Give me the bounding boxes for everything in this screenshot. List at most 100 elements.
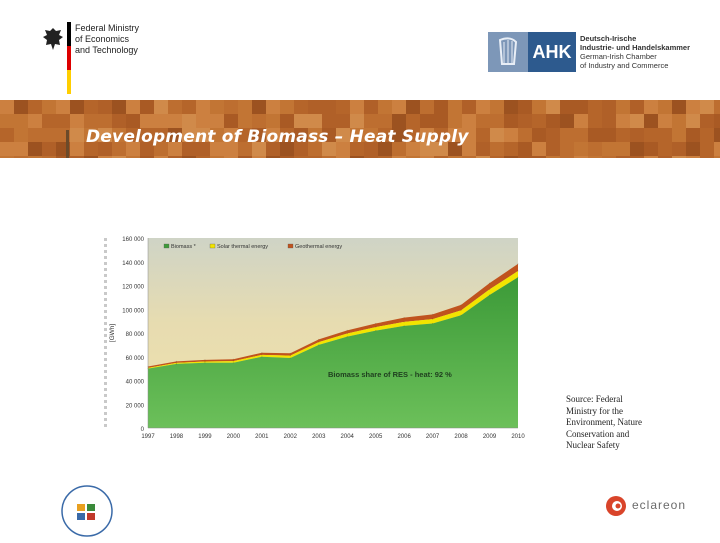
decor-dot: [104, 268, 107, 271]
decor-dot: [104, 322, 107, 325]
series-point: [261, 356, 263, 358]
source-line: Conservation and: [566, 428, 630, 439]
decor-dot: [104, 310, 107, 313]
biomass-heat-chart: 0 20 000 40 000 60 000 80 000 100 000 120 000 1…: [100, 228, 530, 443]
title-accent-bar: [66, 130, 69, 158]
title-banner: [0, 100, 720, 158]
ahk-logo-line: German-Irish Chamber: [580, 52, 657, 61]
chart-svg: 0 20 000 40 000 60 000 80 000 100 000 120 000 1…: [104, 237, 525, 440]
decor-dot: [104, 334, 107, 337]
x-tick-label: 1998: [170, 434, 184, 440]
series-point: [432, 322, 434, 325]
ahk-mark: AHK: [528, 32, 576, 72]
x-tick-label: 2001: [255, 434, 269, 440]
series-point: [432, 313, 434, 315]
decor-dot: [104, 244, 107, 247]
y-tick-label: 40 000: [126, 380, 145, 386]
series-point: [460, 304, 462, 306]
legend-label: Geothermal energy: [295, 244, 342, 250]
x-tick-label: 2006: [397, 434, 411, 440]
series-point: [261, 352, 263, 354]
series-point: [289, 357, 291, 359]
x-tick-label: 2007: [426, 434, 440, 440]
series-point: [175, 360, 178, 362]
decor-dot: [104, 256, 107, 259]
series-point: [346, 335, 348, 338]
ahk-logo-line: Deutsch-Irische: [580, 34, 637, 43]
ahk-logo: AHK Deutsch-Irische Industrie- und Hande…: [488, 32, 698, 74]
y-tick-label: 160 000: [122, 237, 144, 243]
decor-dot: [104, 370, 107, 373]
series-point: [432, 318, 434, 320]
series-point: [318, 344, 320, 346]
series-point: [232, 362, 234, 364]
ahk-logo-line: Industrie- und Handelskammer: [580, 43, 691, 52]
ministry-logo-line: and Technology: [75, 45, 138, 55]
x-tick-label: 2004: [341, 434, 355, 440]
ahk-logo-line: of Industry and Commerce: [580, 61, 669, 70]
decor-dot: [104, 418, 107, 421]
series-point: [517, 276, 519, 278]
decor-dot: [104, 412, 107, 415]
source-line: Ministry for the: [566, 405, 623, 416]
decor-dot: [104, 280, 107, 283]
x-tick-label: 2008: [454, 434, 468, 440]
decor-dot: [104, 382, 107, 385]
source-line: Source: Federal: [566, 394, 623, 404]
decor-dot: [104, 346, 107, 349]
series-point: [403, 321, 405, 323]
decor-dot: [104, 316, 107, 319]
series-point: [204, 360, 206, 363]
decor-dot: [104, 292, 107, 295]
series-point: [318, 341, 320, 343]
x-tick-label: 1999: [198, 434, 212, 440]
area-biomass: [148, 277, 518, 428]
decor-dot: [104, 250, 107, 253]
series-point: [346, 329, 348, 331]
ministry-logo: Federal Ministry of Economics and Techno…: [38, 20, 148, 94]
decor-dot: [104, 376, 107, 379]
legend-swatch: [287, 243, 294, 249]
decor-dot: [104, 424, 107, 427]
decor-dot: [104, 274, 107, 277]
source-line: Nuclear Safety: [566, 440, 620, 450]
decor-dot: [104, 340, 107, 343]
decor-dot: [104, 400, 107, 403]
series-point: [517, 270, 519, 272]
chart-annotation: Biomass share of RES - heat: 92 %: [328, 370, 452, 379]
legend-label: Biomass *: [171, 244, 197, 250]
series-point: [175, 362, 178, 364]
series-point: [375, 322, 377, 325]
series-point: [175, 363, 178, 365]
decor-dot: [104, 304, 107, 307]
renewables-made-in-germany-logo: [60, 484, 114, 538]
source-note: Source: Federal Ministry for the Environ…: [566, 394, 686, 452]
series-point: [375, 330, 377, 332]
y-tick-label: 100 000: [122, 308, 144, 314]
x-tick-label: 2010: [511, 434, 525, 440]
ministry-logo-line: of Economics: [75, 34, 130, 44]
series-point: [204, 362, 206, 364]
eclareon-swirl-icon: [606, 496, 626, 516]
decor-dot: [104, 352, 107, 355]
x-tick-label: 2000: [227, 434, 241, 440]
legend-swatch: [163, 243, 170, 249]
x-tick-label: 2003: [312, 434, 326, 440]
series-point: [517, 263, 519, 265]
eclareon-wordmark: eclareon: [632, 498, 687, 512]
page-title: Development of Biomass – Heat Supply: [86, 127, 469, 147]
x-tick-label: 2009: [483, 434, 497, 440]
series-point: [488, 294, 491, 296]
series-point: [232, 358, 234, 360]
y-tick-label: 140 000: [122, 261, 144, 267]
series-point: [346, 332, 348, 335]
decor-dot: [104, 358, 107, 361]
harp-icon: [488, 32, 528, 72]
decor-dot: [104, 238, 107, 241]
decor-dot: [104, 262, 107, 265]
decor-dot: [104, 328, 107, 331]
y-tick-label: 0: [141, 427, 145, 433]
decor-dot: [104, 286, 107, 289]
series-point: [460, 314, 462, 316]
y-tick-label: 60 000: [126, 356, 145, 362]
